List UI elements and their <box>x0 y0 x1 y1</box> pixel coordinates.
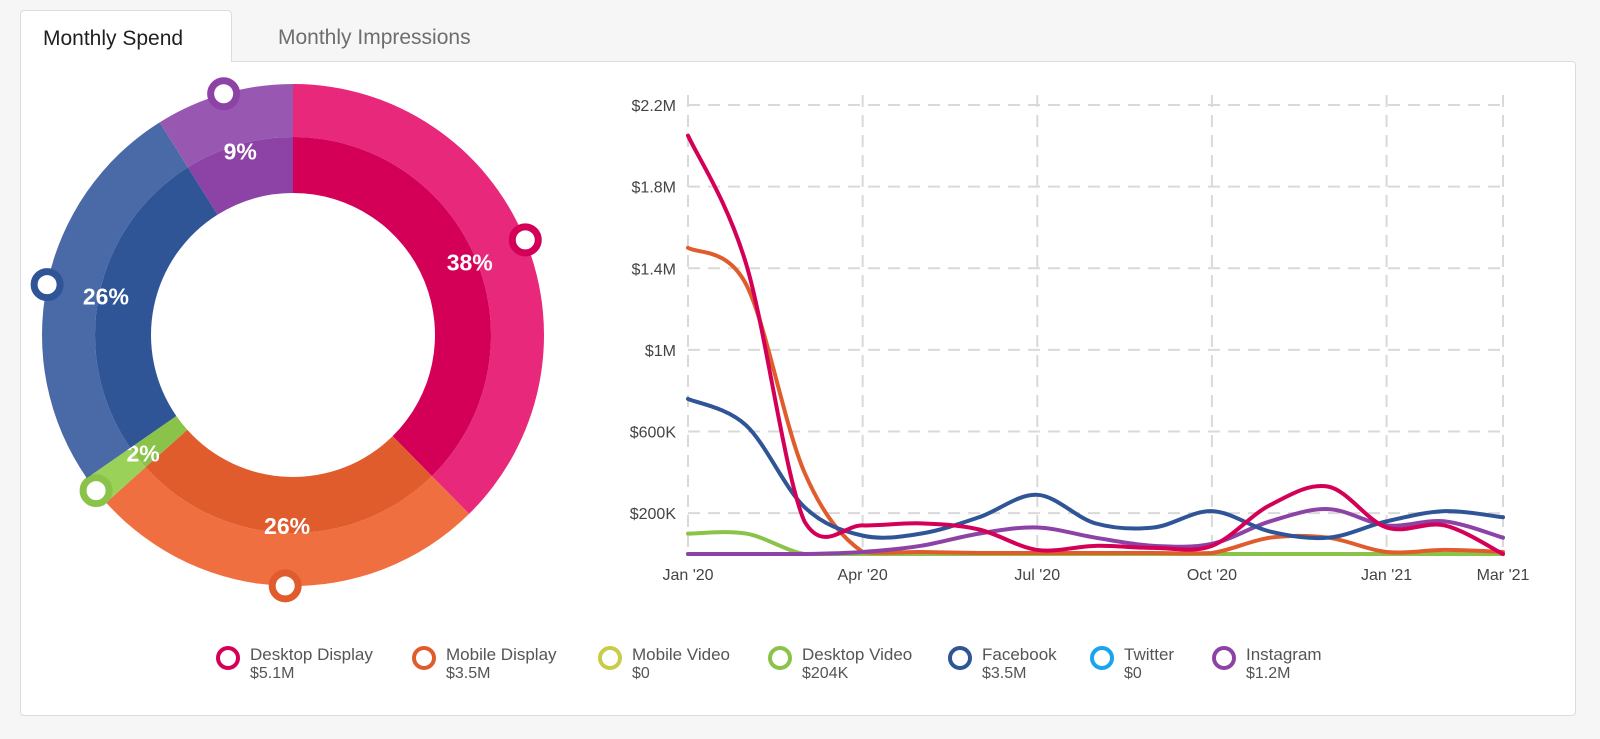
legend-value: $1.2M <box>1246 665 1291 682</box>
donut-chart: 38%26%2%26%9% <box>30 77 545 603</box>
legend-value: $0 <box>632 665 650 682</box>
legend-value: $204K <box>802 665 849 682</box>
donut-slice-facebook <box>95 167 218 448</box>
legend-label: Mobile Video <box>632 645 730 664</box>
x-tick-label: Apr '20 <box>838 567 888 584</box>
legend-value: $3.5M <box>982 665 1027 682</box>
legend-value: $3.5M <box>446 665 491 682</box>
chart-card <box>20 61 1576 716</box>
tab-monthly-spend[interactable]: Monthly Spend <box>20 10 232 62</box>
legend-label: Facebook <box>982 645 1057 664</box>
donut-slice-instagram-outer <box>159 84 293 168</box>
series-line-instagram <box>686 507 1505 556</box>
chart-legend: Desktop Display $5.1M Mobile Display $3.… <box>0 644 1600 694</box>
donut-marker-instagram <box>207 77 241 111</box>
donut-slice-facebook-outer <box>41 122 188 479</box>
twitter-ring-icon <box>1090 646 1114 670</box>
y-tick-label: $600K <box>630 425 677 442</box>
x-tick-label: Oct '20 <box>1187 567 1237 584</box>
legend-label: Mobile Display <box>446 645 557 664</box>
x-tick-label: Jan '20 <box>662 567 713 584</box>
donut-slice-desktop-display <box>293 137 492 477</box>
donut-marker-desktop-display <box>508 223 542 257</box>
y-tick-label: $2.2M <box>632 98 676 115</box>
y-tick-label: $1.8M <box>632 180 676 197</box>
chart-grid <box>687 95 1504 554</box>
series-line-desktop-display <box>686 133 1505 556</box>
legend-label: Desktop Display <box>250 645 373 664</box>
y-tick-label: $200K <box>630 506 677 523</box>
legend-label: Twitter <box>1124 645 1175 664</box>
mobile-video-ring-icon <box>598 646 622 670</box>
donut-slice-desktop-display-outer <box>293 84 545 514</box>
series-line-mobile-display <box>686 245 1505 556</box>
donut-label-desktop-display: 38% <box>447 250 493 276</box>
donut-label-facebook: 26% <box>83 284 129 310</box>
legend-label: Desktop Video <box>802 645 913 664</box>
desktop-video-ring-icon <box>768 646 792 670</box>
x-tick-label: Jul '20 <box>1014 567 1060 584</box>
legend-value: $5.1M <box>250 665 295 682</box>
donut-marker-facebook <box>30 268 64 302</box>
instagram-ring-icon <box>1212 646 1236 670</box>
x-tick-label: Mar '21 <box>1477 567 1530 584</box>
donut-slice-mobile-display <box>145 429 432 533</box>
legend-value: $0 <box>1124 665 1142 682</box>
donut-slice-instagram <box>187 137 293 215</box>
donut-slice-mobile-display-outer <box>106 467 470 586</box>
line-chart: $200K $600K $1M $1.4M $1.8M $2.2M Jan '20 Apr '… <box>630 95 1530 584</box>
donut-slice-desktop-video <box>130 415 188 468</box>
donut-marker-mobile-display <box>268 569 302 603</box>
tab-monthly-impressions[interactable]: Monthly Impressions <box>278 26 471 49</box>
donut-label-mobile-display: 26% <box>264 513 310 539</box>
y-tick-label: $1.4M <box>632 261 676 278</box>
x-tick-label: Jan '21 <box>1361 567 1412 584</box>
y-tick-label: $1M <box>645 343 676 360</box>
donut-marker-desktop-video <box>79 474 113 508</box>
desktop-display-ring-icon <box>216 646 240 670</box>
donut-label-instagram: 9% <box>224 138 257 164</box>
mobile-display-ring-icon <box>412 646 436 670</box>
legend-label: Instagram <box>1246 645 1322 664</box>
series-line-facebook <box>686 396 1505 541</box>
facebook-ring-icon <box>948 646 972 670</box>
